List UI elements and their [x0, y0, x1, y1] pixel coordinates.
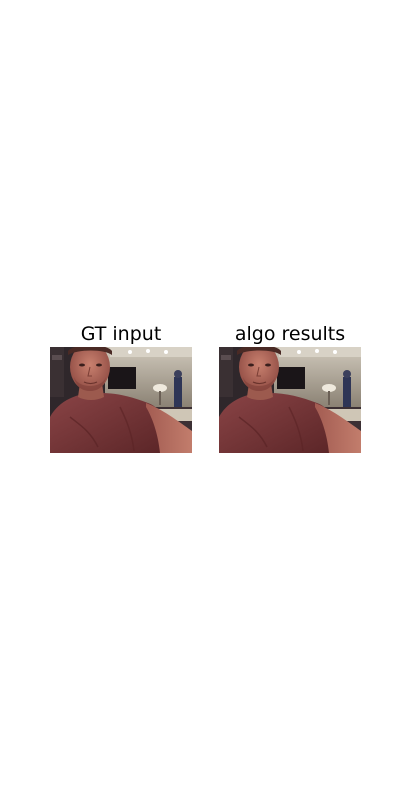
panel-title: algo results: [234, 323, 346, 345]
algo-results-photo: [219, 347, 361, 453]
panel-title: GT input: [80, 323, 162, 345]
gt-input-photo: [50, 347, 192, 453]
